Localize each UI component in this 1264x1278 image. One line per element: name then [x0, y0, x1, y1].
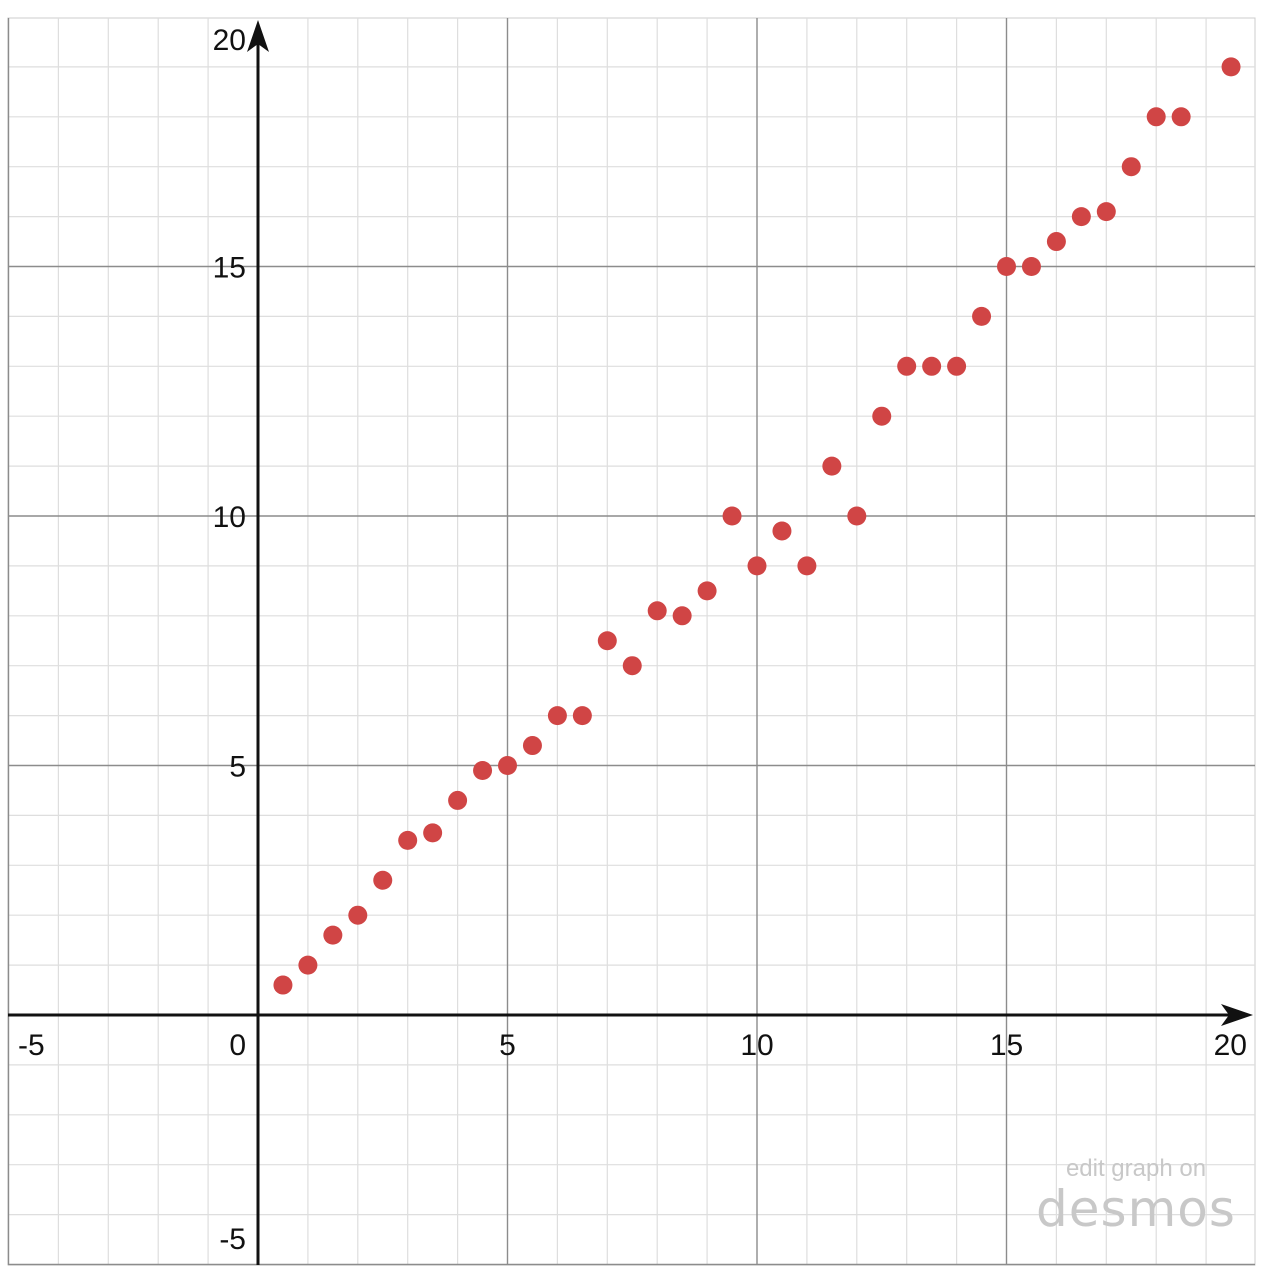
x-axis-arrow: [1221, 1004, 1253, 1026]
scatter-point: [547, 706, 567, 726]
scatter-point: [398, 830, 418, 850]
graph-frame: [7, 17, 1256, 1266]
watermark-line1: edit graph on: [1066, 1155, 1206, 1182]
scatter-point: [947, 356, 967, 376]
scatter-point: [672, 606, 692, 626]
x-tick-label: -5: [18, 1029, 45, 1062]
scatter-point: [697, 581, 717, 601]
scatter-point: [772, 521, 792, 541]
scatter-point: [448, 790, 468, 810]
scatter-point: [822, 456, 842, 476]
minor-grid: [8, 18, 1255, 1265]
scatter-point: [1221, 57, 1241, 77]
scatter-point: [872, 406, 892, 426]
scatter-point: [273, 975, 293, 995]
watermark-logo: desmos: [1036, 1180, 1236, 1238]
x-tick-label: 10: [740, 1029, 773, 1062]
scatter-point: [922, 356, 942, 376]
scatter-point: [597, 631, 617, 651]
scatter-points: [273, 57, 1241, 995]
y-axis-arrow: [247, 20, 269, 52]
scatter-point: [1046, 232, 1066, 252]
scatter-point: [1096, 202, 1116, 222]
y-tick-label: 5: [229, 751, 246, 784]
x-tick-label: 20: [1214, 1029, 1247, 1062]
y-tick-label: 15: [213, 252, 246, 285]
scatter-point: [423, 823, 443, 843]
tick-labels: -5 0 5 10 15 20 -5 5 10 15 20: [18, 24, 1247, 1256]
scatter-point: [847, 506, 867, 526]
scatter-point: [897, 356, 917, 376]
scatter-point: [522, 736, 542, 756]
x-tick-label: 5: [499, 1029, 516, 1062]
x-tick-label: 15: [990, 1029, 1023, 1062]
scatter-point: [498, 756, 517, 775]
scatter-point: [747, 556, 767, 576]
scatter-point: [1146, 107, 1166, 127]
scatter-point: [1071, 207, 1091, 227]
scatter-point: [997, 257, 1016, 276]
scatter-point: [797, 556, 817, 576]
major-grid: [7, 18, 1255, 1266]
scatter-point: [972, 306, 992, 326]
axes: [8, 20, 1253, 1265]
scatter-point: [722, 506, 742, 526]
scatter-point: [1121, 157, 1141, 177]
scatter-point: [1171, 107, 1191, 127]
scatter-point: [298, 955, 318, 975]
x-tick-label: 0: [229, 1029, 246, 1062]
scatter-point: [647, 601, 667, 621]
scatter-point: [473, 760, 493, 780]
y-tick-label: 20: [213, 24, 246, 57]
y-tick-label: 10: [213, 501, 246, 534]
scatter-point: [323, 925, 343, 945]
desmos-watermark[interactable]: edit graph on desmos: [1036, 1155, 1236, 1238]
scatter-point: [373, 870, 393, 890]
scatter-point: [572, 706, 592, 726]
scatter-point: [622, 656, 642, 676]
scatter-point: [1021, 257, 1041, 276]
y-tick-label: -5: [219, 1223, 246, 1256]
scatter-point: [348, 905, 368, 925]
